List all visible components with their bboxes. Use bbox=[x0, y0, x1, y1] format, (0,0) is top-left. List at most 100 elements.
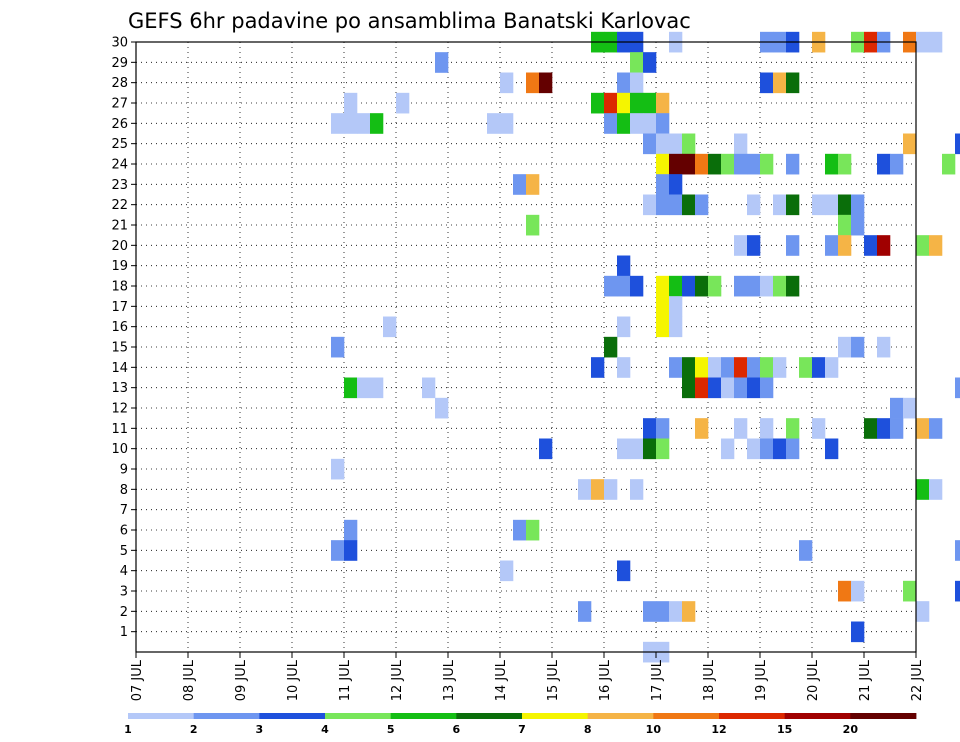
heatmap-cell bbox=[539, 438, 553, 460]
legend-color-swatch bbox=[259, 713, 326, 719]
y-tick-label: 8 bbox=[120, 483, 128, 498]
heatmap-cell bbox=[890, 397, 904, 419]
heatmap-cell bbox=[526, 519, 540, 541]
heatmap-cell bbox=[851, 580, 865, 602]
heatmap-cell bbox=[682, 133, 696, 155]
heatmap-cell bbox=[682, 357, 696, 378]
heatmap-cell bbox=[773, 194, 787, 216]
heatmap-cell bbox=[669, 316, 683, 338]
x-tick-label: 09 JUL bbox=[234, 659, 249, 701]
x-tick-label: 10 JUL bbox=[286, 659, 301, 701]
heatmap-cell bbox=[838, 194, 852, 216]
x-tick-label: 20 JUL bbox=[806, 659, 821, 701]
heatmap-cell bbox=[955, 133, 960, 155]
heatmap-cell bbox=[916, 235, 930, 256]
heatmap-cell bbox=[630, 92, 644, 114]
heatmap-cell bbox=[747, 235, 761, 256]
heatmap-cell bbox=[734, 153, 748, 175]
heatmap-cell bbox=[643, 113, 657, 134]
y-tick-label: 4 bbox=[120, 564, 128, 579]
heatmap-cell bbox=[617, 275, 631, 297]
heatmap-cell bbox=[773, 72, 787, 94]
heatmap-cell bbox=[851, 194, 865, 216]
heatmap-cell bbox=[630, 275, 644, 297]
heatmap-cell bbox=[682, 377, 696, 399]
heatmap-cell bbox=[617, 113, 631, 134]
heatmap-cell bbox=[760, 153, 774, 175]
legend-color-swatch bbox=[522, 713, 589, 719]
heatmap-cell bbox=[669, 194, 683, 216]
y-tick-label: 24 bbox=[111, 158, 128, 173]
heatmap-cell bbox=[812, 357, 826, 378]
heatmap-cell bbox=[656, 275, 670, 297]
heatmap-cell bbox=[526, 174, 540, 195]
heatmap-cell bbox=[955, 377, 960, 399]
heatmap-cell bbox=[838, 580, 852, 602]
legend-threshold-label: 20 bbox=[843, 723, 859, 736]
heatmap-cell bbox=[682, 275, 696, 297]
y-tick-label: 18 bbox=[111, 280, 128, 295]
legend-threshold-label: 10 bbox=[646, 723, 662, 736]
heatmap-cell bbox=[643, 133, 657, 155]
x-tick-label: 12 JUL bbox=[390, 659, 405, 701]
x-tick-label: 22 JUL bbox=[910, 659, 925, 701]
y-tick-label: 7 bbox=[120, 503, 128, 518]
heatmap-cell bbox=[864, 235, 878, 256]
heatmap-cell bbox=[734, 133, 748, 155]
heatmap-cell bbox=[734, 357, 748, 378]
y-tick-label: 22 bbox=[111, 198, 128, 213]
heatmap-cell bbox=[630, 479, 644, 500]
y-tick-label: 20 bbox=[111, 239, 128, 254]
heatmap-cell bbox=[435, 397, 449, 419]
heatmap-cell bbox=[864, 418, 878, 439]
y-tick-label: 16 bbox=[111, 320, 128, 335]
heatmap-cell bbox=[513, 519, 527, 541]
heatmap-cell bbox=[695, 357, 709, 378]
heatmap-cell bbox=[643, 194, 657, 216]
heatmap-cell bbox=[591, 479, 605, 500]
heatmap-cell bbox=[747, 275, 761, 297]
x-tick-label: 17 JUL bbox=[650, 659, 665, 701]
y-tick-label: 23 bbox=[111, 178, 128, 193]
heatmap-cell bbox=[773, 357, 787, 378]
legend-threshold-label: 2 bbox=[190, 723, 198, 736]
heatmap-cell bbox=[513, 174, 527, 195]
y-tick-label: 19 bbox=[111, 259, 128, 274]
heatmap-cell bbox=[773, 438, 787, 460]
y-axis-ticks: 1234567891011121314151617181920212223242… bbox=[111, 36, 136, 640]
heatmap-cell bbox=[526, 214, 540, 236]
heatmap-cell bbox=[578, 479, 592, 500]
heatmap-cell bbox=[656, 174, 670, 195]
heatmap-cell bbox=[695, 153, 709, 175]
heatmap-cell bbox=[604, 275, 618, 297]
heatmap-cell bbox=[721, 438, 735, 460]
heatmap-cell bbox=[526, 72, 540, 94]
heatmap-cell bbox=[357, 377, 371, 399]
y-tick-label: 14 bbox=[111, 361, 128, 376]
y-tick-label: 26 bbox=[111, 117, 128, 132]
legend-color-swatch bbox=[850, 713, 917, 719]
y-tick-label: 17 bbox=[111, 300, 128, 315]
heatmap-cell bbox=[799, 357, 813, 378]
heatmap-cell bbox=[708, 377, 722, 399]
heatmap-cell bbox=[734, 377, 748, 399]
heatmap-cell bbox=[773, 275, 787, 297]
y-tick-label: 30 bbox=[111, 36, 128, 51]
heatmap-cell bbox=[734, 418, 748, 439]
heatmap-cell bbox=[916, 31, 930, 53]
heatmap-cell bbox=[669, 296, 683, 317]
heatmap-cell bbox=[942, 153, 956, 175]
y-tick-label: 9 bbox=[120, 463, 128, 478]
heatmap-cell bbox=[331, 113, 345, 134]
heatmap-cell bbox=[331, 458, 345, 480]
legend-color-swatch bbox=[325, 713, 392, 719]
y-tick-label: 10 bbox=[111, 442, 128, 457]
heatmap-cell bbox=[669, 357, 683, 378]
heatmap-cell bbox=[617, 72, 631, 94]
heatmap-cell bbox=[344, 519, 358, 541]
heatmap-cell bbox=[604, 92, 618, 114]
heatmap-cell bbox=[539, 72, 553, 94]
heatmap-cell bbox=[877, 418, 891, 439]
legend-threshold-label: 6 bbox=[453, 723, 461, 736]
heatmap-cell bbox=[682, 153, 696, 175]
